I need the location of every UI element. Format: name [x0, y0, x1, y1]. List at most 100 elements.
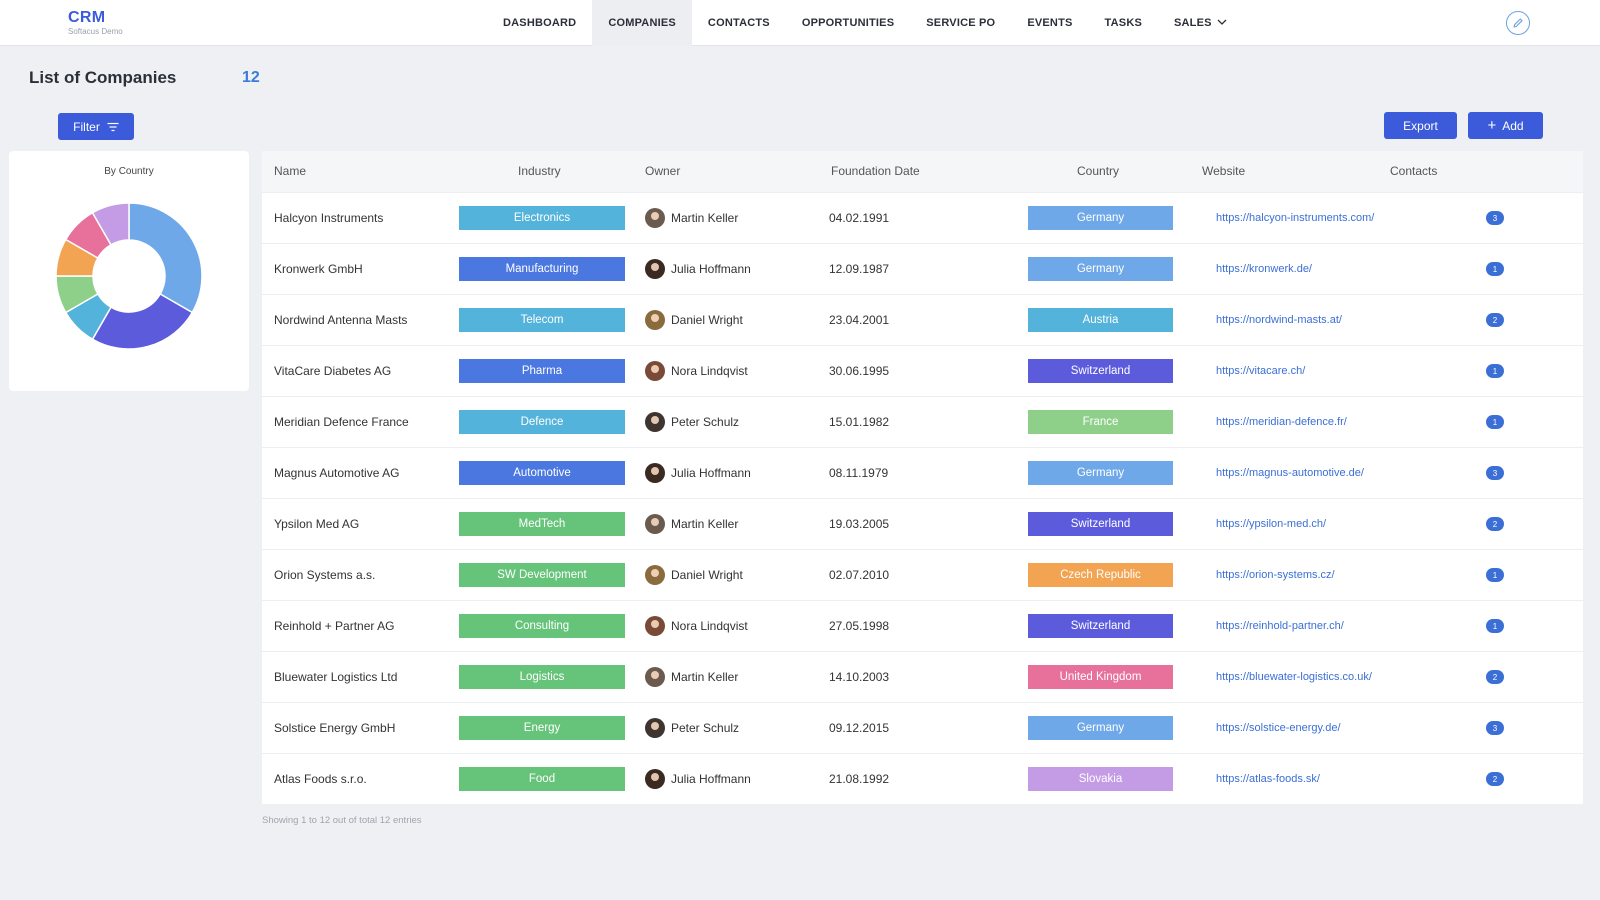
avatar [645, 463, 665, 483]
nav-item-label: SALES [1174, 17, 1212, 29]
country-cell: Germany [1028, 244, 1173, 294]
avatar [645, 718, 665, 738]
company-name[interactable]: Solstice Energy GmbH [274, 721, 396, 735]
website-link[interactable]: https://reinhold-partner.ch/ [1216, 620, 1344, 632]
contacts-count-badge[interactable]: 3 [1486, 466, 1504, 480]
table-row[interactable]: Solstice Energy GmbH Energy Peter Schulz 09… [262, 702, 1583, 753]
nav-item-label: SERVICE PO [926, 17, 996, 29]
nav-item-contacts[interactable]: CONTACTS [692, 0, 786, 46]
website-link[interactable]: https://halcyon-instruments.com/ [1216, 212, 1375, 224]
table-row[interactable]: Orion Systems a.s. SW Development Daniel W… [262, 549, 1583, 600]
website-link[interactable]: https://kronwerk.de/ [1216, 263, 1312, 275]
contacts-cell: 3 [1486, 703, 1504, 753]
column-header-name[interactable]: Name [274, 164, 307, 178]
donut-slice-switzerland[interactable] [91, 292, 194, 350]
foundation-date: 04.02.1991 [829, 211, 890, 225]
nav-item-dashboard[interactable]: DASHBOARD [487, 0, 592, 46]
table-row[interactable]: Halcyon Instruments Electronics Martin Kel… [262, 192, 1583, 243]
contacts-count-badge[interactable]: 2 [1486, 313, 1504, 327]
owner-cell: Daniel Wright [645, 550, 743, 600]
contacts-count-badge[interactable]: 3 [1486, 211, 1504, 225]
avatar [645, 514, 665, 534]
brand-logo[interactable]: CRM Softacus Demo [68, 9, 123, 37]
company-name[interactable]: Bluewater Logistics Ltd [274, 670, 398, 684]
contacts-count-badge[interactable]: 2 [1486, 517, 1504, 531]
column-header-country[interactable]: Country [1077, 164, 1120, 178]
contacts-cell: 3 [1486, 448, 1504, 498]
country-donut-chart [55, 202, 203, 350]
website-link[interactable]: https://orion-systems.cz/ [1216, 569, 1335, 581]
company-name[interactable]: Atlas Foods s.r.o. [274, 772, 367, 786]
nav-item-companies[interactable]: COMPANIES [592, 0, 692, 46]
nav-item-sales[interactable]: SALES [1158, 0, 1243, 46]
contacts-count-badge[interactable]: 1 [1486, 415, 1504, 429]
table-row[interactable]: Kronwerk GmbH Manufacturing Julia Hoffmann… [262, 243, 1583, 294]
column-header-industry[interactable]: Industry [518, 164, 561, 178]
contacts-count-badge[interactable]: 1 [1486, 262, 1504, 276]
contacts-count-badge[interactable]: 3 [1486, 721, 1504, 735]
nav-item-label: OPPORTUNITIES [801, 17, 895, 29]
contacts-cell: 2 [1486, 295, 1504, 345]
column-header-website[interactable]: Website [1202, 164, 1246, 178]
main-nav: DASHBOARD COMPANIES CONTACTS OPPORTUNITIES S… [487, 0, 1243, 46]
industry-tag: Telecom [459, 308, 625, 332]
website-link[interactable]: https://atlas-foods.sk/ [1216, 773, 1320, 785]
add-button[interactable]: + Add [1468, 112, 1543, 139]
nav-item-label: COMPANIES [608, 17, 676, 29]
export-button-label: Export [1403, 118, 1438, 133]
avatar [645, 208, 665, 228]
industry-cell: Energy [459, 703, 625, 753]
company-name[interactable]: Nordwind Antenna Masts [274, 313, 408, 327]
company-name[interactable]: Halcyon Instruments [274, 211, 384, 225]
company-name[interactable]: Orion Systems a.s. [274, 568, 376, 582]
industry-tag: Defence [459, 410, 625, 434]
foundation-date: 09.12.2015 [829, 721, 890, 735]
website-link[interactable]: https://bluewater-logistics.co.uk/ [1216, 671, 1372, 683]
company-name[interactable]: Kronwerk GmbH [274, 262, 363, 276]
contacts-count-badge[interactable]: 1 [1486, 364, 1504, 378]
owner-cell: Peter Schulz [645, 397, 739, 447]
website-link[interactable]: https://ypsilon-med.ch/ [1216, 518, 1327, 530]
table-row[interactable]: Meridian Defence France Defence Peter Schu… [262, 396, 1583, 447]
table-row[interactable]: Bluewater Logistics Ltd Logistics Martin K… [262, 651, 1583, 702]
nav-item-opportunities[interactable]: OPPORTUNITIES [786, 0, 910, 46]
donut-slice-germany[interactable] [128, 202, 203, 314]
company-name[interactable]: Meridian Defence France [274, 415, 409, 429]
column-header-owner[interactable]: Owner [645, 164, 681, 178]
nav-item-label: EVENTS [1027, 17, 1073, 29]
website-link[interactable]: https://magnus-automotive.de/ [1216, 467, 1364, 479]
nav-item-tasks[interactable]: TASKS [1089, 0, 1158, 46]
website-link[interactable]: https://meridian-defence.fr/ [1216, 416, 1347, 428]
website-link[interactable]: https://solstice-energy.de/ [1216, 722, 1341, 734]
industry-tag: SW Development [459, 563, 625, 587]
foundation-date: 21.08.1992 [829, 772, 890, 786]
contacts-count-badge[interactable]: 2 [1486, 772, 1504, 786]
filter-button[interactable]: Filter [58, 113, 134, 140]
donut-slice-slovakia[interactable] [91, 202, 130, 246]
pencil-icon [1513, 18, 1523, 28]
table-row[interactable]: Reinhold + Partner AG Consulting Nora Lind… [262, 600, 1583, 651]
export-button[interactable]: Export [1384, 112, 1457, 139]
contacts-count-badge[interactable]: 1 [1486, 568, 1504, 582]
table-row[interactable]: Magnus Automotive AG Automotive Julia Hoff… [262, 447, 1583, 498]
nav-item-service-po[interactable]: SERVICE PO [910, 0, 1011, 46]
column-header-foundation-date[interactable]: Foundation Date [831, 164, 920, 178]
website-link[interactable]: https://nordwind-masts.at/ [1216, 314, 1342, 326]
column-header-contacts[interactable]: Contacts [1390, 164, 1438, 178]
contacts-count-badge[interactable]: 2 [1486, 670, 1504, 684]
contacts-count-badge[interactable]: 1 [1486, 619, 1504, 633]
country-cell: Germany [1028, 193, 1173, 243]
company-name[interactable]: VitaCare Diabetes AG [274, 364, 392, 378]
country-tag: Czech Republic [1028, 563, 1173, 587]
company-name[interactable]: Ypsilon Med AG [274, 517, 360, 531]
table-row[interactable]: Ypsilon Med AG MedTech Martin Keller 19.03.… [262, 498, 1583, 549]
table-row[interactable]: Nordwind Antenna Masts Telecom Daniel Wrig… [262, 294, 1583, 345]
edit-button[interactable] [1506, 11, 1530, 35]
country-tag: Slovakia [1028, 767, 1173, 791]
table-row[interactable]: Atlas Foods s.r.o. Food Julia Hoffmann 21.0… [262, 753, 1583, 804]
table-row[interactable]: VitaCare Diabetes AG Pharma Nora Lindqvist… [262, 345, 1583, 396]
website-link[interactable]: https://vitacare.ch/ [1216, 365, 1306, 377]
company-name[interactable]: Reinhold + Partner AG [274, 619, 395, 633]
nav-item-events[interactable]: EVENTS [1011, 0, 1088, 46]
company-name[interactable]: Magnus Automotive AG [274, 466, 400, 480]
